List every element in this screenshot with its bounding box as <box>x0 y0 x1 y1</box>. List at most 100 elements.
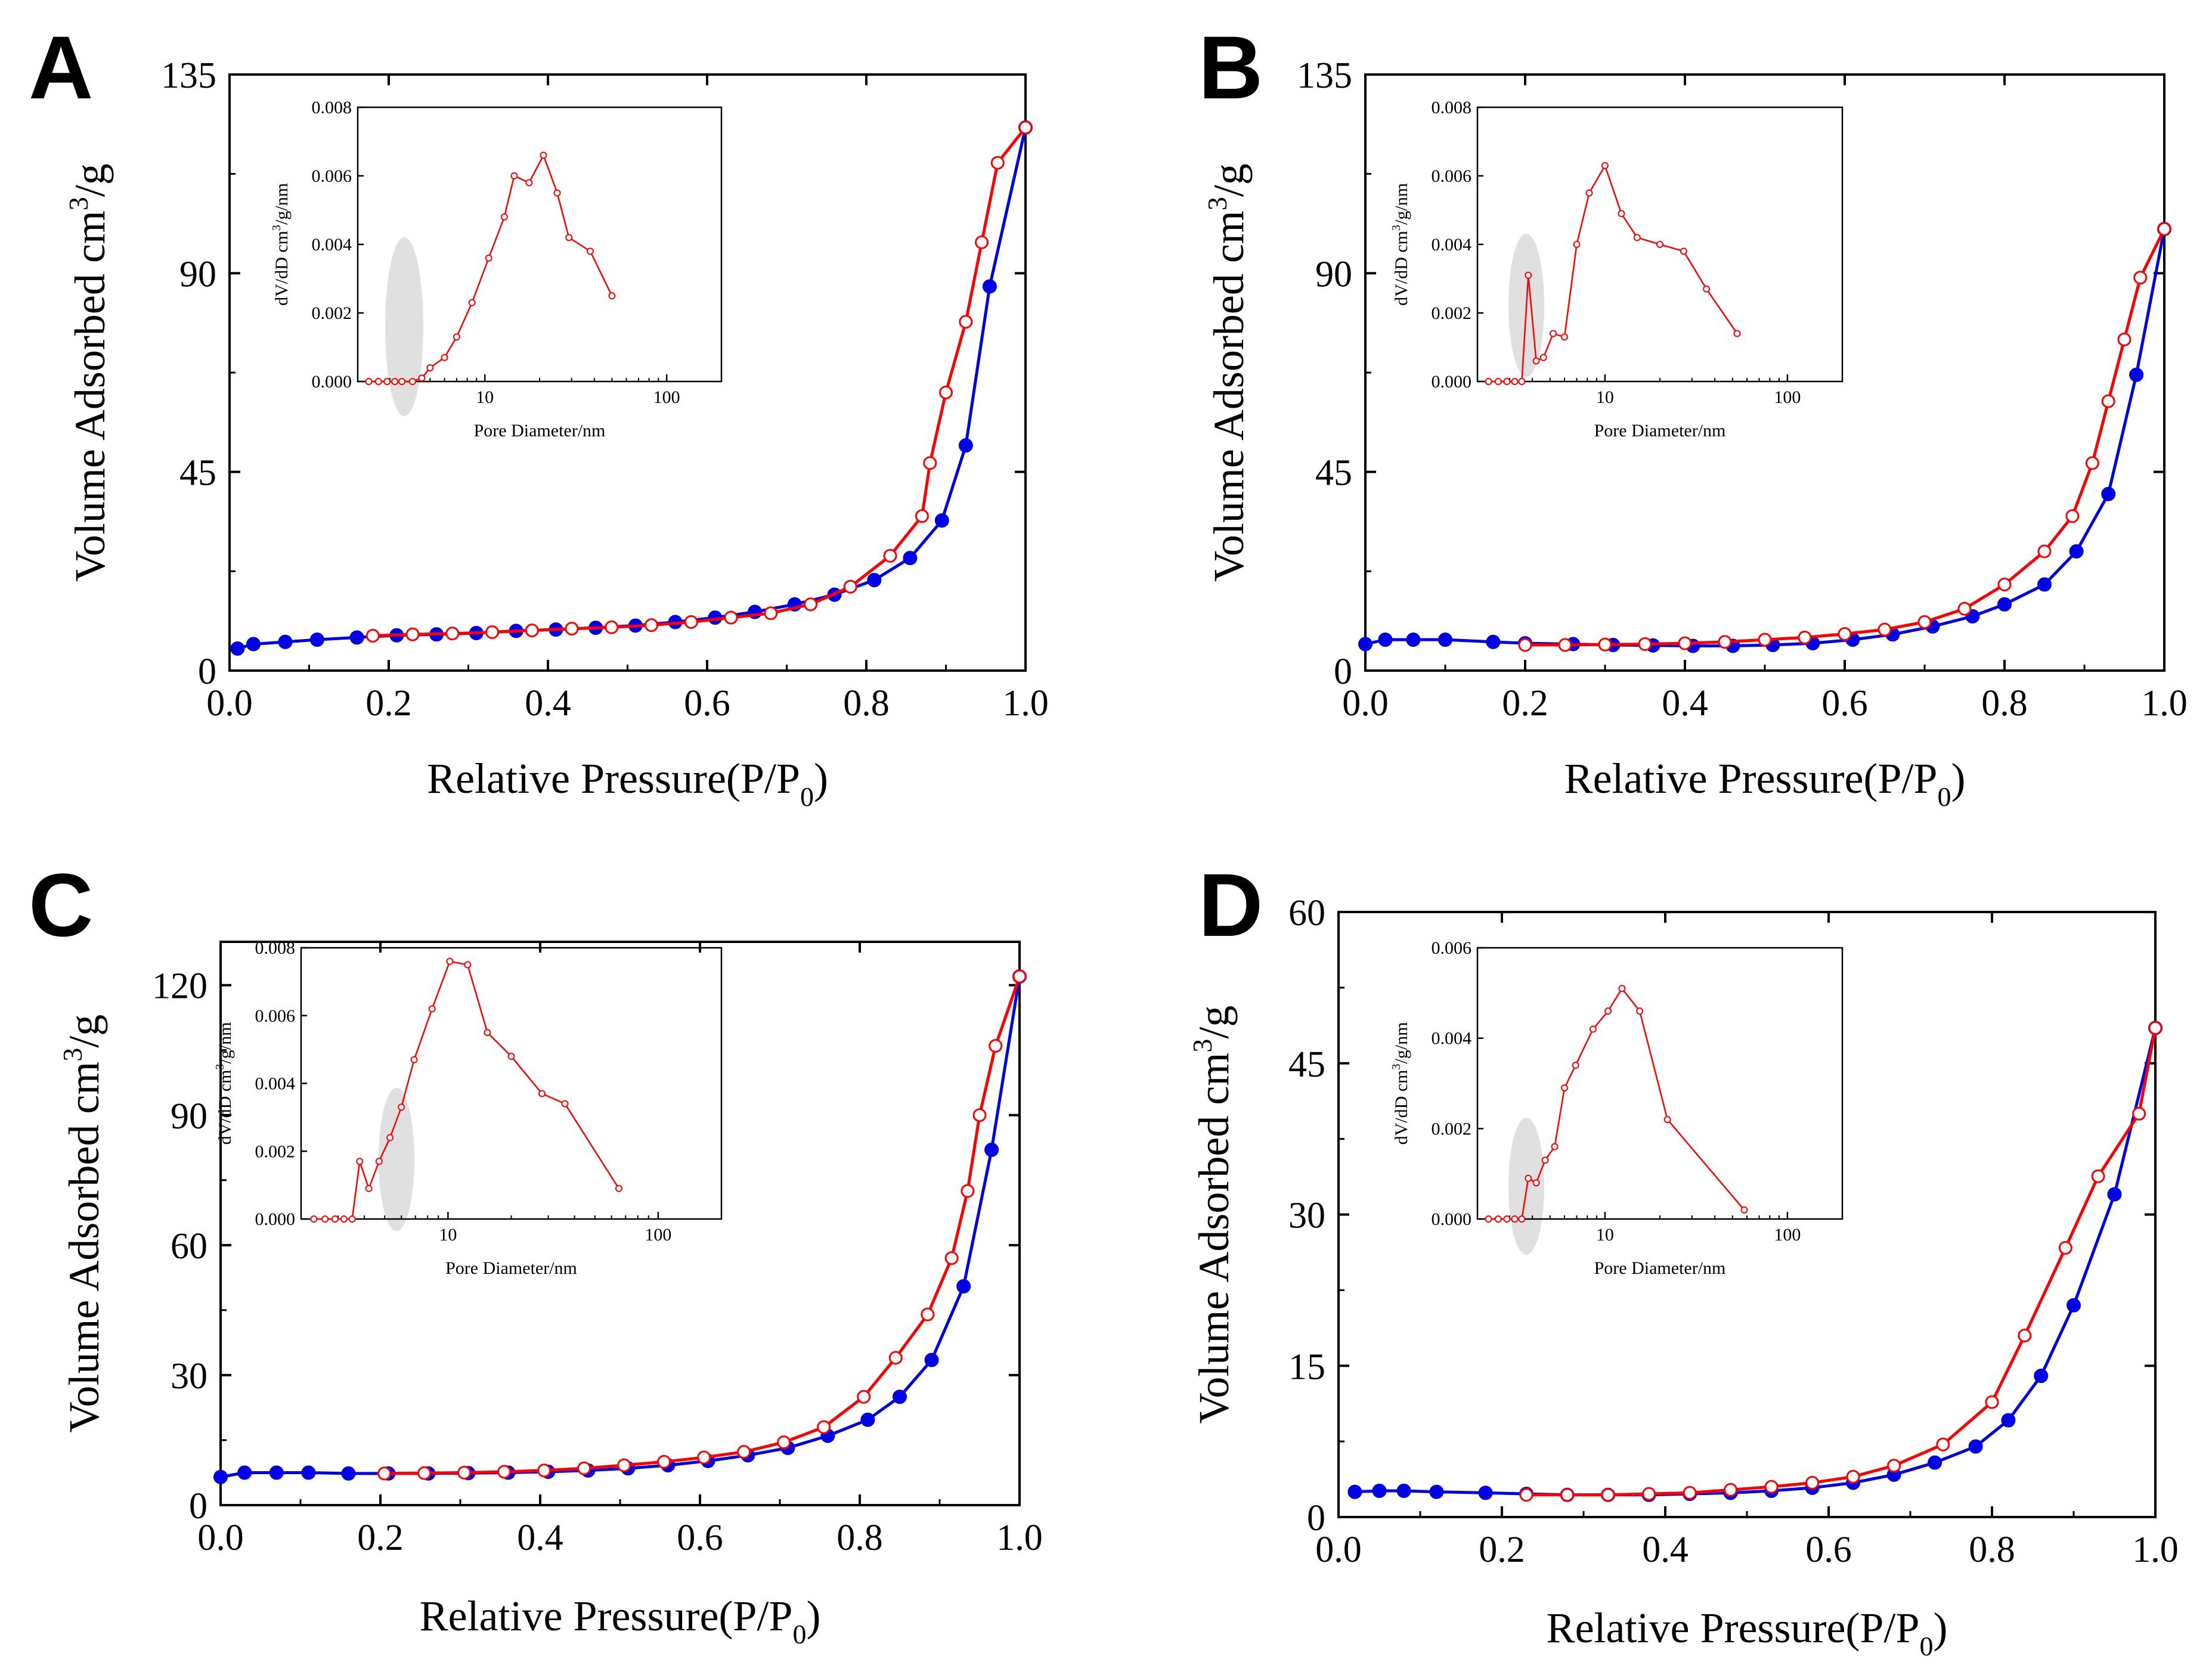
desorption-point <box>2117 332 2132 346</box>
y-tick-label: 135 <box>161 55 216 96</box>
inset-y-axis-title: dV/dD cm3/g/nm <box>1390 183 1411 306</box>
desorption-point <box>915 509 929 523</box>
inset-y-axis-title-tail: /g/nm <box>1392 183 1411 225</box>
x-tick-label: 0.2 <box>1479 1530 1525 1570</box>
x-axis-title: Relative Pressure(P/P0) <box>1547 1604 1948 1661</box>
pore-size-point <box>426 364 434 371</box>
pore-size-point <box>1560 333 1568 341</box>
x-axis-title-main: Relative Pressure(P/P <box>1547 1604 1920 1652</box>
desorption-point <box>697 1450 711 1465</box>
pore-size-point <box>1549 330 1557 337</box>
x-tick-label: 0.4 <box>1662 683 1708 724</box>
inset-frame <box>300 947 723 1220</box>
adsorption-point <box>1438 632 1452 647</box>
micropore-highlight <box>379 1088 414 1231</box>
pore-size-point <box>1572 1062 1579 1069</box>
y-tick-label: 45 <box>1288 1044 1325 1085</box>
desorption-point <box>2091 1169 2105 1183</box>
desorption-point <box>972 1108 987 1122</box>
pore-size-point <box>410 1056 418 1063</box>
x-axis-title-subscript: 0 <box>792 1619 806 1649</box>
adsorption-point <box>958 438 973 453</box>
desorption-point <box>2085 456 2099 470</box>
adsorption-point <box>1928 1455 1943 1470</box>
adsorption-point <box>924 1353 939 1367</box>
inset-y-tick-label: 0.004 <box>1432 1029 1472 1049</box>
x-tick-label: 0.4 <box>1642 1530 1689 1570</box>
panel-letter: A <box>29 17 93 117</box>
pore-size-point <box>1511 1215 1519 1223</box>
adsorption-point <box>2001 1413 2016 1428</box>
desorption-point <box>1846 1469 1860 1484</box>
pore-size-point <box>464 961 472 969</box>
pore-size-point <box>1573 241 1581 248</box>
pore-size-point <box>398 1103 405 1111</box>
desorption-point <box>1018 120 1033 135</box>
pore-size-point <box>587 247 594 255</box>
adsorption-point <box>2034 1369 2049 1384</box>
pore-size-point <box>553 189 561 197</box>
adsorption-line <box>1355 1027 2157 1497</box>
x-axis-title: Relative Pressure(P/P0) <box>420 1592 821 1649</box>
desorption-point <box>2037 544 2052 559</box>
inset-y-tick-label: 0.002 <box>1432 1119 1472 1139</box>
y-tick-label: 30 <box>1288 1196 1325 1236</box>
desorption-point <box>365 628 380 643</box>
adsorption-point <box>1406 632 1421 647</box>
desorption-point <box>989 1038 1003 1053</box>
inset-y-tick-label: 0.004 <box>255 1074 296 1094</box>
x-axis-title-subscript: 0 <box>800 781 814 812</box>
inset-x-tick-label: 100 <box>1774 387 1801 407</box>
x-axis-title-tail: ) <box>1951 755 1965 802</box>
x-tick-label: 0.0 <box>197 1518 244 1558</box>
inset-x-tick-label: 100 <box>645 1225 671 1245</box>
desorption-point <box>617 1458 631 1472</box>
y-tick-label: 45 <box>179 453 216 494</box>
desorption-point <box>1798 630 1812 644</box>
inset-y-tick-label: 0.006 <box>1432 166 1472 186</box>
inset-y-tick-label: 0.000 <box>312 372 352 392</box>
desorption-point <box>888 1351 903 1365</box>
desorption-point <box>445 626 460 641</box>
desorption-point <box>804 597 818 612</box>
adsorption-point <box>230 641 245 656</box>
inset-x-tick-label: 100 <box>1774 1225 1801 1245</box>
plot-frame <box>219 941 1021 1506</box>
pore-size-point <box>561 1100 569 1108</box>
pore-size-point <box>1740 1206 1748 1214</box>
y-tick-label: 0 <box>1307 1498 1325 1539</box>
desorption-point <box>2157 222 2171 236</box>
x-tick-label: 1.0 <box>1002 683 1049 724</box>
adsorption-point <box>213 1469 228 1484</box>
adsorption-point <box>341 1466 356 1481</box>
y-axis-title-main: Volume Adsorbed cm <box>1205 210 1253 582</box>
x-tick-label: 0.8 <box>837 1518 883 1558</box>
inset-y-tick-label: 0.004 <box>1432 235 1472 255</box>
x-tick-label: 0.8 <box>1969 1530 2015 1570</box>
desorption-point <box>645 618 659 632</box>
pore-size-point <box>1551 1143 1559 1150</box>
inset-y-tick-label: 0.000 <box>1432 1209 1472 1229</box>
pore-size-point <box>386 1134 394 1142</box>
desorption-point <box>2058 1240 2072 1255</box>
desorption-point <box>2132 1106 2146 1121</box>
adsorption-point <box>982 279 997 294</box>
x-axis-title-main: Relative Pressure(P/P <box>420 1592 793 1640</box>
pore-size-point <box>1636 1007 1644 1015</box>
y-axis-title-superscript: 3 <box>1202 197 1232 210</box>
desorption-point <box>724 610 738 625</box>
desorption-point <box>990 156 1005 170</box>
desorption-point <box>1936 1437 1950 1451</box>
pore-size-point <box>356 1158 364 1165</box>
pore-size-point <box>1539 353 1547 361</box>
x-axis-title-main: Relative Pressure(P/P <box>1564 755 1938 802</box>
adsorption-point <box>1347 1484 1362 1499</box>
adsorption-point <box>956 1279 971 1294</box>
y-tick-label: 15 <box>1288 1347 1325 1387</box>
inset-y-tick-label: 0.006 <box>255 1006 296 1026</box>
panel-letter: B <box>1198 17 1263 117</box>
desorption-point <box>921 1307 935 1322</box>
pore-size-point <box>1532 357 1540 365</box>
